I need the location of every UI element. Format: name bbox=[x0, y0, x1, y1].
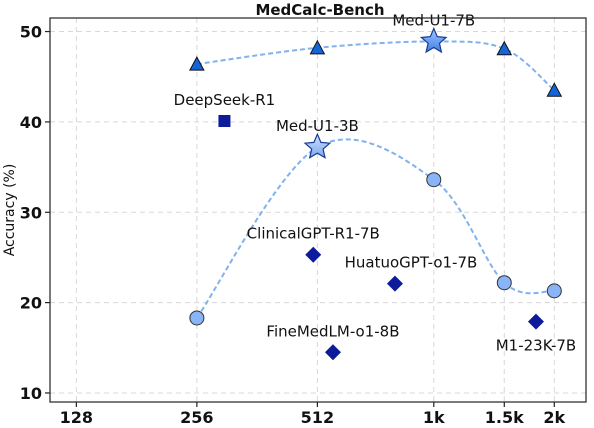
y-tick-label: 10 bbox=[20, 384, 42, 403]
y-tick-label: 30 bbox=[20, 203, 42, 222]
y-tick-label: 20 bbox=[20, 294, 42, 313]
x-tick-label: 128 bbox=[60, 408, 93, 424]
star-marker bbox=[419, 26, 448, 54]
data-label: DeepSeek-R1 bbox=[174, 91, 276, 109]
grid-lines bbox=[50, 18, 586, 402]
plot-frame bbox=[49, 17, 587, 403]
data-label: HuatuoGPT-o1-7B bbox=[345, 254, 478, 272]
triangle-marker bbox=[496, 40, 513, 56]
chart-title: MedCalc-Bench bbox=[255, 1, 384, 19]
circle-marker bbox=[546, 283, 562, 299]
y-tick-label: 50 bbox=[20, 23, 42, 42]
x-tick-label: 256 bbox=[180, 408, 213, 424]
x-tick-label: 1k bbox=[423, 408, 445, 424]
data-label: ClinicalGPT-R1-7B bbox=[247, 225, 380, 243]
series-curve bbox=[196, 40, 555, 92]
triangle-marker bbox=[546, 82, 563, 97]
circle-marker bbox=[426, 172, 442, 188]
diamond-marker bbox=[305, 246, 322, 263]
star-marker bbox=[303, 132, 332, 159]
y-tick-label: 40 bbox=[20, 113, 42, 132]
axis-ticks: 128 256 512 1k 1.5k 2k 10 20 30 40 50 bbox=[20, 23, 566, 427]
x-tick-label: 1.5k bbox=[485, 408, 524, 424]
data-markers bbox=[189, 26, 563, 361]
triangle-marker bbox=[189, 56, 205, 71]
circle-marker bbox=[496, 275, 512, 291]
y-axis-label: Accuracy (%) bbox=[2, 164, 18, 257]
x-tick-label: 512 bbox=[301, 408, 334, 424]
triangle-marker bbox=[309, 39, 326, 55]
data-label: M1-23K-7B bbox=[496, 337, 577, 355]
diamond-marker bbox=[386, 275, 403, 292]
data-label: Med-U1-3B bbox=[276, 117, 359, 135]
diamond-marker bbox=[324, 344, 341, 361]
data-label: Med-U1-7B bbox=[392, 11, 475, 29]
diamond-marker bbox=[527, 313, 544, 330]
square-marker bbox=[218, 115, 231, 128]
data-label: FineMedLM-o1-8B bbox=[266, 322, 399, 340]
x-tick-label: 2k bbox=[543, 408, 565, 424]
circle-marker bbox=[189, 310, 205, 326]
